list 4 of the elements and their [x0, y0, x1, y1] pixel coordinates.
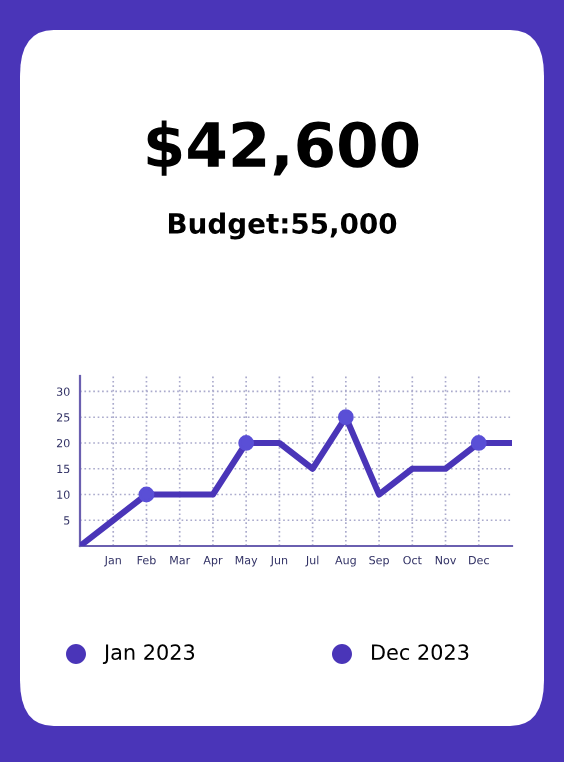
chart-subtitle: Budget:55,000 [168, 212, 397, 240]
chart-title: $42,600 [147, 120, 419, 176]
text: Dec 2023 [372, 644, 469, 661]
text: Jan 2023 [102, 644, 195, 664]
